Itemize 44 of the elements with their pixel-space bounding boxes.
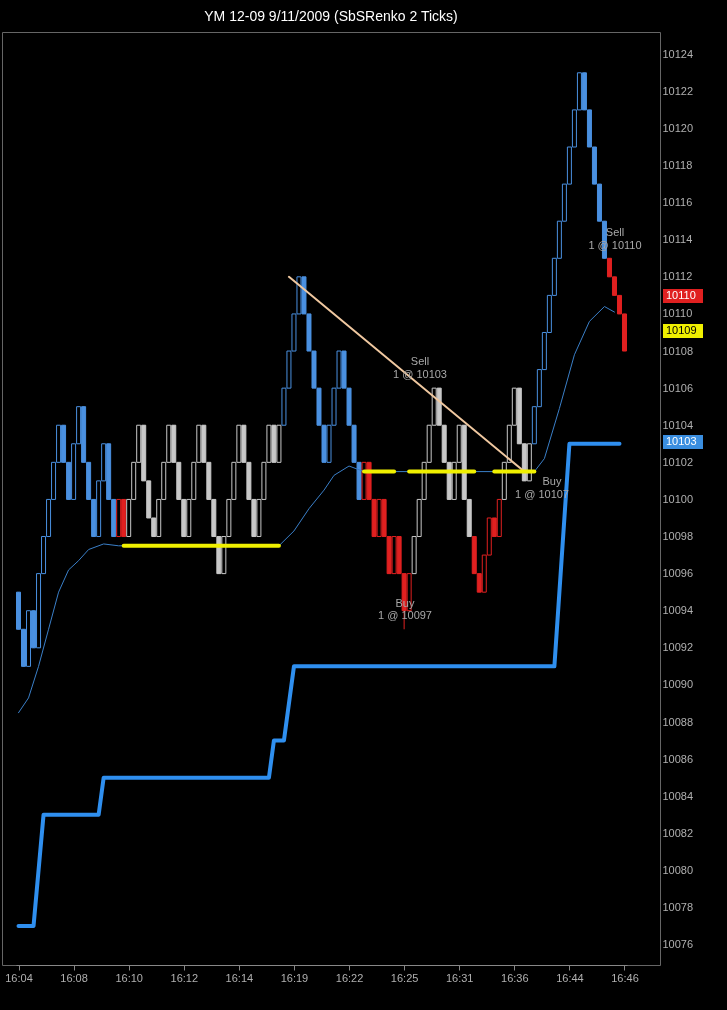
y-tick-label: 10088 bbox=[662, 715, 694, 728]
y-tick-label: 10092 bbox=[662, 641, 694, 654]
line-series bbox=[16, 441, 622, 929]
x-tick-label: 16:25 bbox=[390, 971, 419, 984]
annotation: 1 @ 10110 bbox=[588, 239, 642, 251]
x-tick-label: 16:10 bbox=[115, 971, 143, 984]
annotation: Buy bbox=[542, 475, 562, 487]
y-tick-label: 10084 bbox=[662, 789, 694, 802]
text: 10109 bbox=[666, 324, 697, 336]
x-tick-label: 16:44 bbox=[556, 971, 584, 984]
y-tick-label: 10102 bbox=[662, 455, 694, 468]
y-tick-label: 10082 bbox=[662, 826, 694, 839]
y-tick-label: 10106 bbox=[662, 381, 694, 394]
x-tick-label: 16:12 bbox=[170, 971, 199, 984]
y-tick-label: 10118 bbox=[662, 159, 693, 172]
y-tick-label: 10080 bbox=[662, 863, 694, 876]
y-tick-label: 10110 bbox=[662, 307, 693, 320]
text: 10103 bbox=[666, 435, 697, 447]
y-tick-label: 10096 bbox=[662, 567, 694, 580]
y-tick-label: 10108 bbox=[662, 344, 694, 357]
y-tick-label: 10122 bbox=[662, 84, 694, 97]
x-tick-label: 16:14 bbox=[225, 971, 254, 984]
y-tick-label: 10090 bbox=[662, 678, 694, 691]
y-tick-label: 10124 bbox=[662, 47, 694, 60]
x-tick-label: 16:04 bbox=[5, 971, 33, 984]
chart-title: YM 12-09 9/11/2009 (SbSRenko 2 Ticks) bbox=[204, 8, 458, 24]
x-tick-label: 16:36 bbox=[501, 971, 529, 984]
y-tick-label: 10078 bbox=[662, 901, 694, 913]
y-tick-label: 10114 bbox=[662, 233, 693, 246]
x-tick-label: 16:19 bbox=[280, 971, 309, 984]
y-tick-label: 10104 bbox=[662, 418, 694, 431]
x-tick-label: 16:08 bbox=[60, 971, 88, 984]
y-tick-label: 10086 bbox=[662, 752, 694, 765]
y-tick-label: 10098 bbox=[662, 530, 694, 543]
y-tick-label: 10116 bbox=[662, 196, 693, 209]
x-tick-label: 16:31 bbox=[445, 971, 474, 984]
y-tick-label: 10094 bbox=[662, 604, 694, 617]
x-tick-label: 16:22 bbox=[335, 971, 364, 984]
y-tick-label: 10120 bbox=[662, 121, 694, 134]
y-tick-label: 10112 bbox=[662, 270, 693, 283]
y-tick-label: 10100 bbox=[662, 492, 694, 505]
x-tick-label: 16:46 bbox=[611, 971, 639, 984]
annotation: Sell bbox=[410, 355, 430, 367]
y-tick-label: 10076 bbox=[662, 938, 694, 951]
